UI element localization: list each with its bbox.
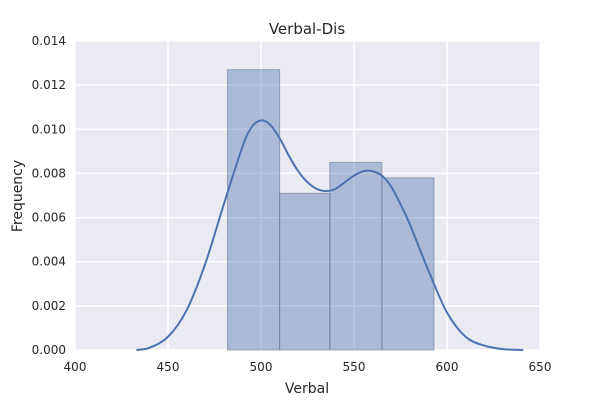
x-tick-label: 450 xyxy=(157,360,180,374)
histogram-bars xyxy=(227,69,435,351)
y-tick-label: 0.000 xyxy=(32,343,66,357)
y-tick-label: 0.008 xyxy=(32,166,66,180)
chart-title: Verbal-Dis xyxy=(269,20,346,38)
x-tick-labels: 400 450 500 550 600 650 xyxy=(64,360,552,374)
y-tick-label: 0.010 xyxy=(32,122,66,136)
y-tick-label: 0.006 xyxy=(32,211,66,225)
histogram-bar xyxy=(329,161,383,351)
histogram-bar xyxy=(227,69,281,351)
x-tick-label: 500 xyxy=(250,360,273,374)
x-tick-label: 600 xyxy=(436,360,459,374)
y-tick-label: 0.004 xyxy=(32,255,66,269)
x-axis-label: Verbal xyxy=(285,381,329,397)
plot-background xyxy=(75,41,540,350)
kde-curve xyxy=(136,119,524,351)
histogram-bar xyxy=(279,192,331,351)
y-tick-label: 0.002 xyxy=(32,299,66,313)
x-tick-label: 550 xyxy=(343,360,366,374)
y-tick-label: 0.014 xyxy=(32,34,66,48)
x-tick-label: 400 xyxy=(64,360,87,374)
y-tick-label: 0.012 xyxy=(32,78,66,92)
y-axis-label: Frequency xyxy=(10,160,26,232)
y-tick-labels: 0.000 0.002 0.004 0.006 0.008 0.010 0.012 0.014 xyxy=(32,34,66,357)
x-tick-label: 650 xyxy=(529,360,552,374)
grid xyxy=(74,40,541,351)
